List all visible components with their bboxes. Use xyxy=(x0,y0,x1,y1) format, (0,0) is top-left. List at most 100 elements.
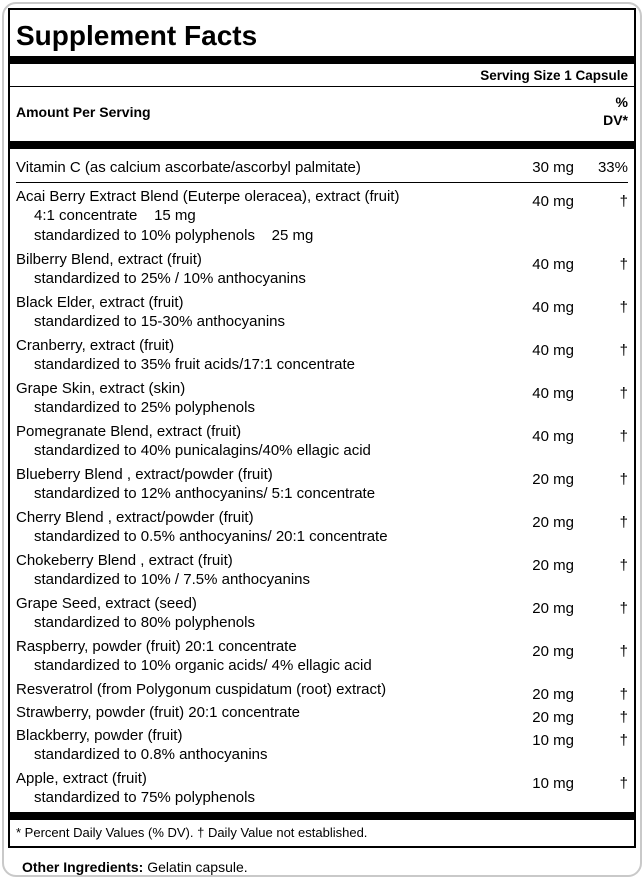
ingredient-amount: 40 mg xyxy=(532,299,574,316)
ingredient-name: Black Elder, extract (fruit) xyxy=(16,294,184,311)
ingredient-dv: † xyxy=(619,299,628,316)
ingredient-main-line: Chokeberry Blend , extract (fruit) 20 mg † xyxy=(16,551,628,574)
ingredient-amount: 20 mg xyxy=(532,686,574,703)
other-ingredients: Other Ingredients: Gelatin capsule. xyxy=(8,848,636,875)
ingredient-name: Blueberry Blend , extract/powder (fruit) xyxy=(16,466,273,483)
ingredient-amount: 40 mg xyxy=(532,193,574,210)
ingredient-name: Cranberry, extract (fruit) xyxy=(16,337,175,354)
divider-thick-header xyxy=(10,141,634,149)
percent-dv-header: % DV* xyxy=(603,93,628,129)
ingredient-dv: 33% xyxy=(597,159,628,176)
ingredient-main-line: Apple, extract (fruit) 10 mg † xyxy=(16,769,628,792)
ingredient-row: Blackberry, powder (fruit) 10 mg † standard… xyxy=(16,722,628,765)
ingredient-name: Grape Seed, extract (seed) xyxy=(16,595,197,612)
ingredient-dv: † xyxy=(619,775,628,792)
ingredient-name: Apple, extract (fruit) xyxy=(16,770,147,787)
percent-dv-header-line2: DV* xyxy=(603,112,628,128)
ingredient-standardization: standardized to 75% polyphenols xyxy=(34,789,255,806)
ingredient-main-line: Black Elder, extract (fruit) 40 mg † xyxy=(16,293,628,316)
ingredient-standardization: 4:1 concentrate 15 mg xyxy=(34,207,196,224)
percent-dv-header-line1: % xyxy=(615,94,628,110)
ingredient-name: Raspberry, powder (fruit) 20:1 concentra… xyxy=(16,638,297,655)
ingredient-standardization: standardized to 10% / 7.5% anthocyanins xyxy=(34,571,311,588)
ingredient-amount: 10 mg xyxy=(532,775,574,792)
panel-title: Supplement Facts xyxy=(16,20,258,51)
ingredient-name: Bilberry Blend, extract (fruit) xyxy=(16,251,202,268)
divider-thick-top xyxy=(10,56,634,64)
ingredient-main-line: Grape Skin, extract (skin) 40 mg † xyxy=(16,379,628,402)
ingredient-row: Blueberry Blend , extract/powder (fruit)… xyxy=(16,461,628,504)
ingredient-amount: 20 mg xyxy=(532,514,574,531)
ingredient-main-line: Cherry Blend , extract/powder (fruit) 20 … xyxy=(16,508,628,531)
ingredient-row: Black Elder, extract (fruit) 40 mg † standa… xyxy=(16,289,628,332)
ingredient-dv: † xyxy=(619,709,628,726)
ingredient-amount: 20 mg xyxy=(532,643,574,660)
ingredient-amount: 20 mg xyxy=(532,600,574,617)
ingredient-row: Bilberry Blend, extract (fruit) 40 mg † sta… xyxy=(16,246,628,289)
ingredient-amount: 40 mg xyxy=(532,428,574,445)
ingredient-name: Resveratrol (from Polygonum cuspidatum (… xyxy=(16,681,387,698)
ingredient-main-line: Strawberry, powder (fruit) 20:1 concentr… xyxy=(16,703,628,726)
ingredient-main-line: Vitamin C (as calcium ascorbate/ascorbyl… xyxy=(16,158,628,177)
ingredient-standardization: standardized to 12% anthocyanins/ 5:1 co… xyxy=(34,485,376,502)
ingredient-dv: † xyxy=(619,193,628,210)
ingredient-dv: † xyxy=(619,256,628,273)
ingredient-row: Raspberry, powder (fruit) 20:1 concentra… xyxy=(16,633,628,676)
ingredient-row: Cranberry, extract (fruit) 40 mg † standard… xyxy=(16,332,628,375)
facts-rows: Vitamin C (as calcium ascorbate/ascorbyl… xyxy=(10,149,634,812)
ingredient-standardization: standardized to 40% punicalagins/40% ell… xyxy=(34,442,371,459)
ingredient-amount: 40 mg xyxy=(532,385,574,402)
ingredient-name: Cherry Blend , extract/powder (fruit) xyxy=(16,509,254,526)
ingredient-standardization: standardized to 10% organic acids/ 4% el… xyxy=(34,657,372,674)
ingredient-standardization: standardized to 25% / 10% anthocyanins xyxy=(34,270,306,287)
daily-value-footnote: * Percent Daily Values (% DV). † Daily V… xyxy=(16,825,368,840)
serving-size: Serving Size 1 Capsule xyxy=(10,64,634,87)
ingredient-main-line: Blackberry, powder (fruit) 10 mg † xyxy=(16,726,628,749)
amount-per-serving-header: Amount Per Serving xyxy=(16,104,151,120)
other-ingredients-label: Other Ingredients: xyxy=(22,859,144,875)
divider-thick-footnote xyxy=(10,812,634,820)
ingredient-dv: † xyxy=(619,732,628,749)
ingredient-row: Pomegranate Blend, extract (fruit) 40 mg †… xyxy=(16,418,628,461)
ingredient-row: Vitamin C (as calcium ascorbate/ascorbyl… xyxy=(16,149,628,183)
ingredient-main-line: Grape Seed, extract (seed) 20 mg † xyxy=(16,594,628,617)
ingredient-dv: † xyxy=(619,514,628,531)
ingredient-main-line: Cranberry, extract (fruit) 40 mg † xyxy=(16,336,628,359)
ingredient-standardization: standardized to 25% polyphenols xyxy=(34,399,255,416)
ingredient-main-line: Blueberry Blend , extract/powder (fruit)… xyxy=(16,465,628,488)
ingredient-name: Blackberry, powder (fruit) xyxy=(16,727,183,744)
ingredient-amount: 10 mg xyxy=(532,732,574,749)
ingredient-dv: † xyxy=(619,428,628,445)
ingredient-main-line: Bilberry Blend, extract (fruit) 40 mg † xyxy=(16,250,628,273)
ingredient-name: Acai Berry Extract Blend (Euterpe olerac… xyxy=(16,188,400,205)
ingredient-standardization: standardized to 10% polyphenols 25 mg xyxy=(34,227,314,244)
ingredient-standardization: standardized to 35% fruit acids/17:1 con… xyxy=(34,356,356,373)
ingredient-amount: 30 mg xyxy=(532,159,574,176)
ingredient-row: Apple, extract (fruit) 10 mg † standardized… xyxy=(16,765,628,808)
ingredient-dv: † xyxy=(619,600,628,617)
ingredient-row: Cherry Blend , extract/powder (fruit) 20 … xyxy=(16,504,628,547)
ingredient-row: Resveratrol (from Polygonum cuspidatum (… xyxy=(16,676,628,703)
ingredient-row: Chokeberry Blend , extract (fruit) 20 mg †… xyxy=(16,547,628,590)
ingredient-dv: † xyxy=(619,686,628,703)
column-header-row: Amount Per Serving % DV* xyxy=(10,87,634,141)
ingredient-dv: † xyxy=(619,557,628,574)
ingredient-dv: † xyxy=(619,471,628,488)
ingredient-amount: 20 mg xyxy=(532,471,574,488)
ingredient-standardization: standardized to 15-30% anthocyanins xyxy=(34,313,286,330)
ingredient-main-line: Acai Berry Extract Blend (Euterpe olerac… xyxy=(16,187,628,210)
ingredient-amount: 40 mg xyxy=(532,342,574,359)
ingredient-main-line: Pomegranate Blend, extract (fruit) 40 mg † xyxy=(16,422,628,445)
ingredient-amount: 20 mg xyxy=(532,709,574,726)
ingredient-standardization: standardized to 80% polyphenols xyxy=(34,614,255,631)
ingredient-name: Strawberry, powder (fruit) 20:1 concentr… xyxy=(16,704,301,721)
ingredient-name: Grape Skin, extract (skin) xyxy=(16,380,186,397)
ingredient-name: Chokeberry Blend , extract (fruit) xyxy=(16,552,233,569)
ingredient-row: Grape Skin, extract (skin) 40 mg † standard… xyxy=(16,375,628,418)
ingredient-dv: † xyxy=(619,643,628,660)
supplement-facts-panel: Supplement Facts Serving Size 1 Capsule … xyxy=(8,8,636,848)
ingredient-row: Acai Berry Extract Blend (Euterpe olerac… xyxy=(16,183,628,246)
ingredient-standardization: standardized to 0.5% anthocyanins/ 20:1 … xyxy=(34,528,388,545)
ingredient-name: Vitamin C (as calcium ascorbate/ascorbyl… xyxy=(16,159,361,176)
